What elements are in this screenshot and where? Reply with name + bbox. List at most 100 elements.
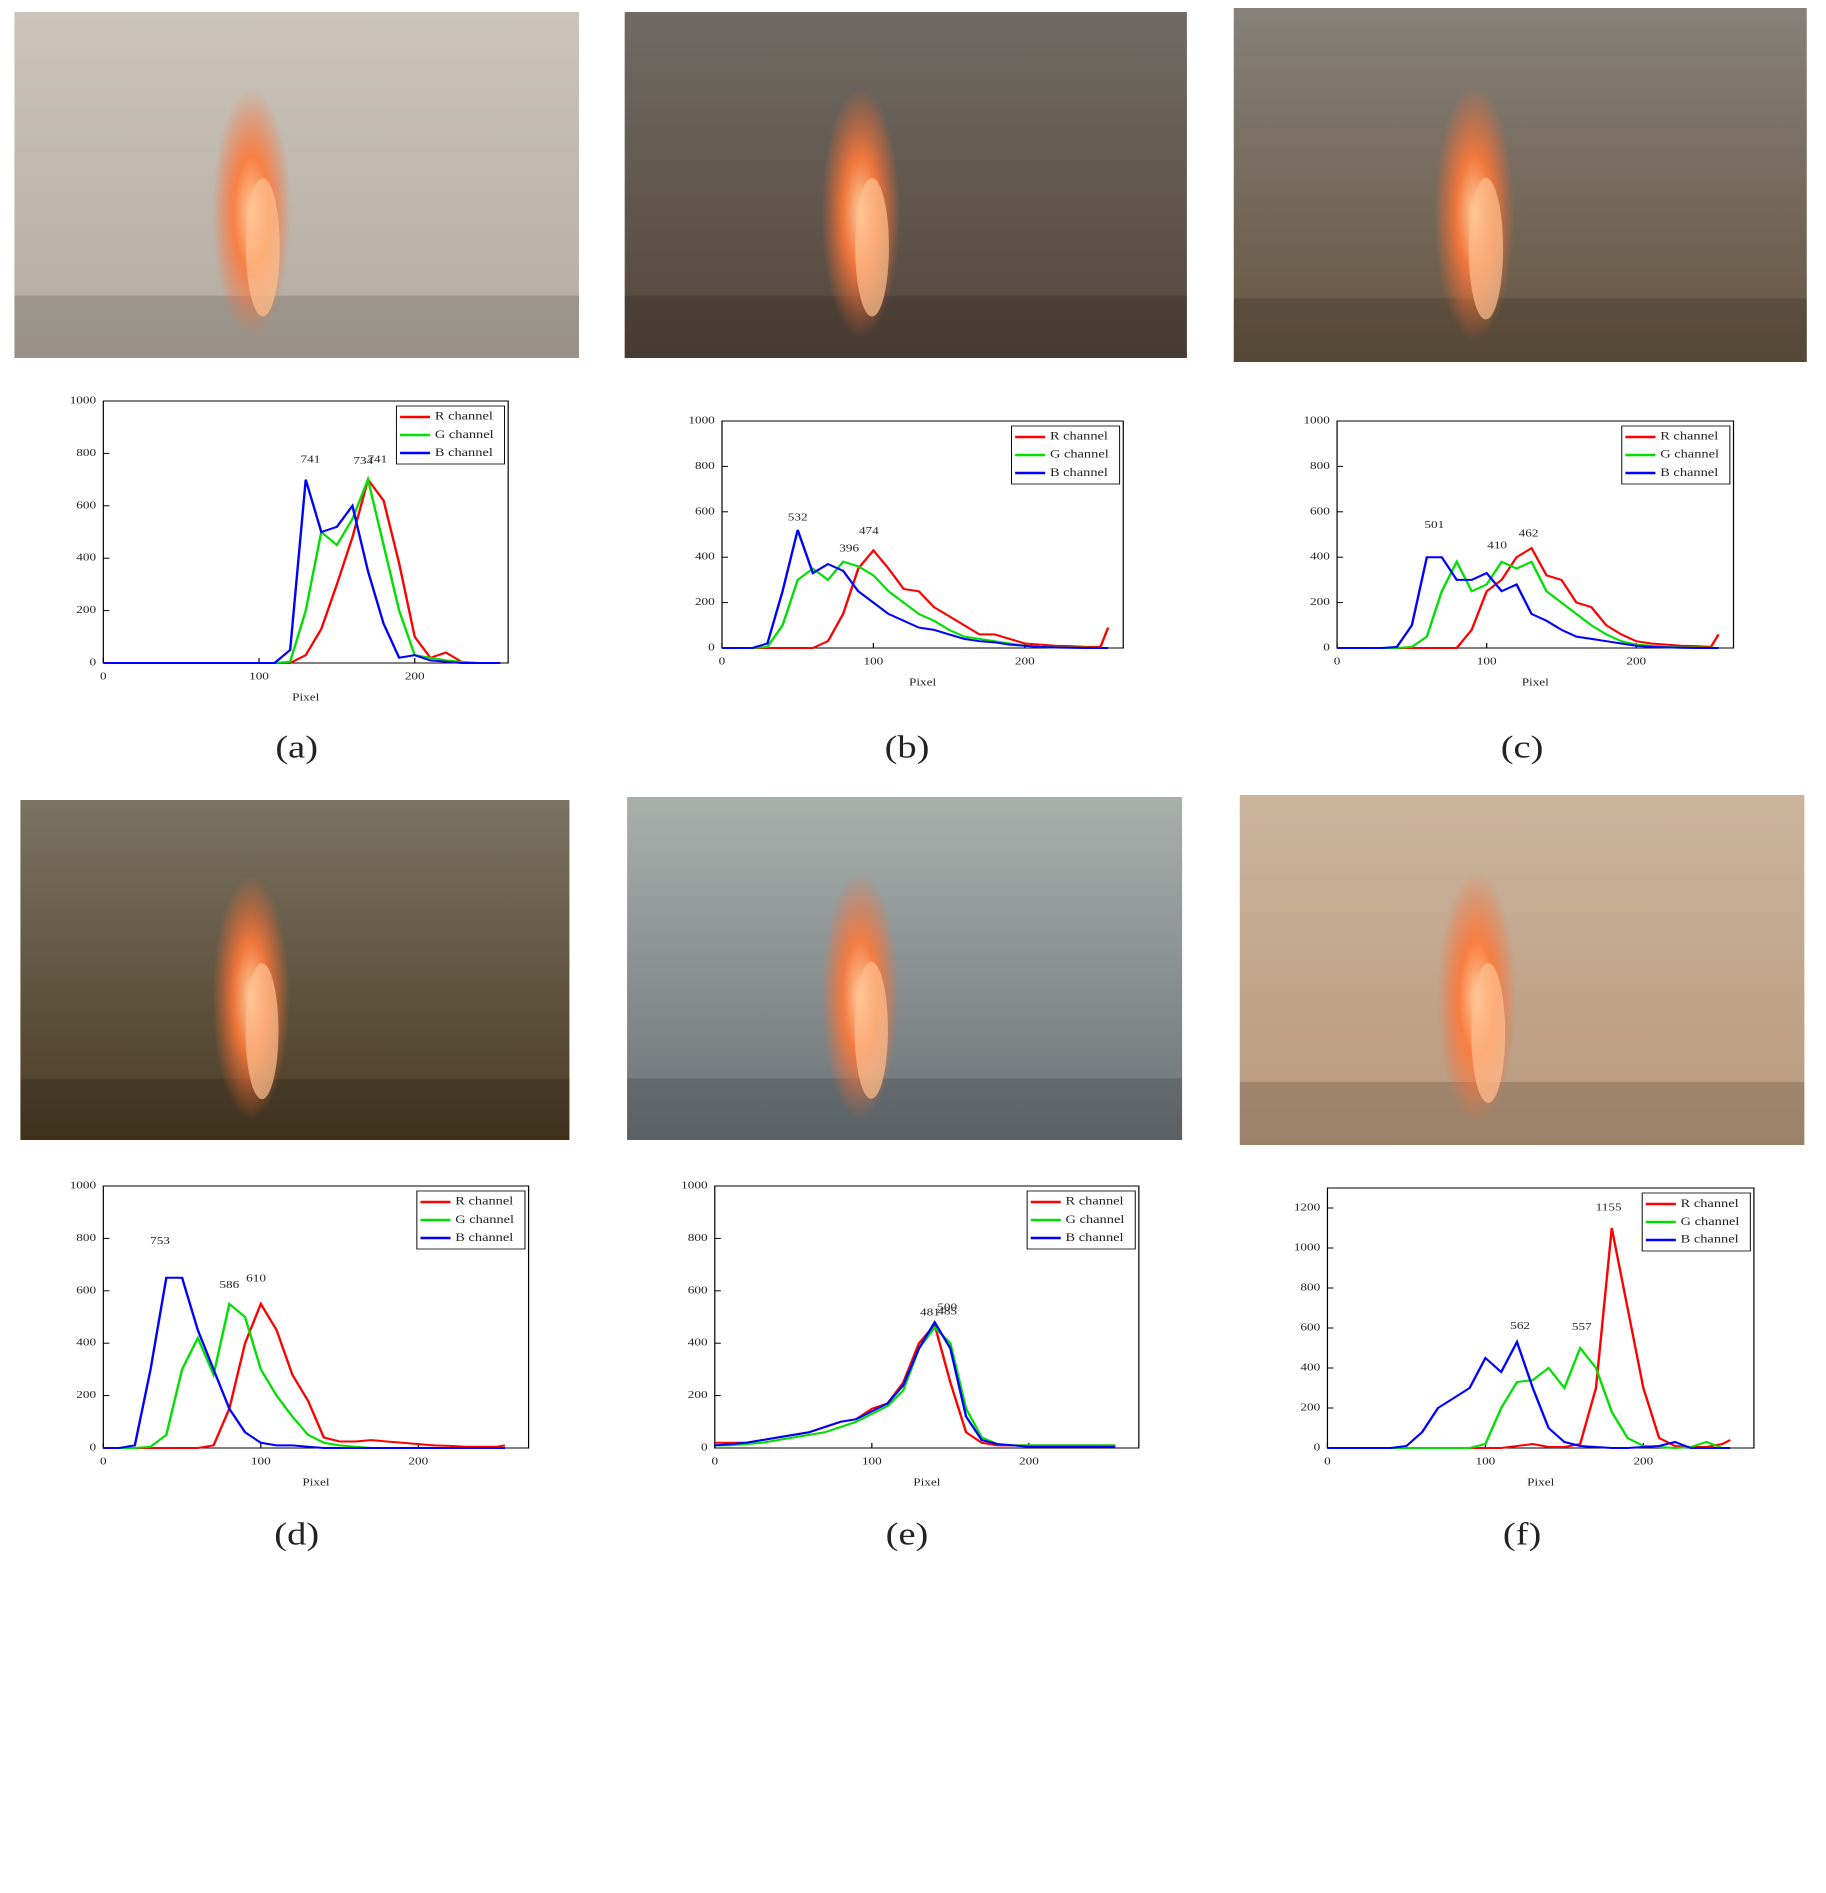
x-tick-label: 100	[862, 1455, 882, 1468]
flame-core	[245, 178, 280, 317]
x-tick-label: 100	[1477, 655, 1497, 668]
legend-label: G channel	[1066, 1212, 1125, 1226]
x-tick-label: 200	[1015, 655, 1035, 668]
y-tick-label: 600	[1310, 504, 1330, 517]
peak-label: 734	[353, 454, 373, 467]
x-tick-label: 0	[1334, 655, 1341, 668]
y-tick-label: 800	[1310, 459, 1330, 472]
legend-label: B channel	[1681, 1232, 1739, 1246]
y-tick-label: 200	[1300, 1401, 1320, 1414]
channel-line	[721, 529, 1109, 649]
photo-shadow	[624, 295, 1187, 358]
x-tick-label: 200	[1019, 1455, 1039, 1468]
y-tick-label: 1000	[681, 1179, 707, 1192]
y-tick-label: 1000	[1303, 414, 1329, 427]
y-tick-label: 400	[76, 1336, 96, 1349]
x-tick-label: 100	[251, 1455, 271, 1468]
x-tick-label: 200	[1626, 655, 1646, 668]
channel-line	[103, 1276, 505, 1449]
peak-label: 481	[920, 1306, 940, 1319]
peak-label: 562	[1510, 1319, 1530, 1332]
flame-core	[1471, 963, 1506, 1103]
photo-shadow	[14, 295, 580, 358]
photo	[627, 797, 1183, 1140]
peak-label: 485	[937, 1304, 957, 1317]
caption: (f)	[1503, 1515, 1541, 1551]
caption: (c)	[1501, 728, 1544, 764]
y-tick-label: 0	[701, 1441, 708, 1454]
caption: (d)	[274, 1515, 319, 1551]
y-tick-label: 800	[688, 1231, 708, 1244]
peak-label: 396	[839, 542, 859, 555]
photo-shadow	[627, 1078, 1183, 1140]
x-tick-label: 100	[249, 670, 269, 683]
x-tick-label: 200	[408, 1455, 428, 1468]
photo	[1233, 8, 1807, 362]
legend-label: G channel	[435, 427, 494, 441]
x-axis-label: Pixel	[1522, 676, 1550, 689]
x-tick-label: 0	[719, 655, 726, 668]
peak-label: 586	[219, 1278, 239, 1291]
peak-label: 610	[246, 1272, 266, 1285]
x-axis-label: Pixel	[909, 676, 937, 689]
y-tick-label: 0	[1314, 1441, 1321, 1454]
flame-core	[1468, 177, 1504, 320]
photo	[1239, 795, 1805, 1145]
peak-label: 410	[1487, 538, 1507, 551]
channel-line	[1327, 1339, 1731, 1449]
legend-label: B channel	[1066, 1230, 1124, 1244]
legend-label: G channel	[1660, 447, 1719, 461]
legend-label: R channel	[1066, 1194, 1124, 1208]
photo	[624, 12, 1187, 358]
y-tick-label: 600	[76, 498, 96, 511]
y-tick-label: 0	[708, 641, 715, 654]
y-tick-label: 1000	[1294, 1241, 1320, 1254]
legend-label: R channel	[435, 409, 493, 423]
photo-shadow	[20, 1078, 570, 1140]
y-tick-label: 200	[76, 603, 96, 616]
caption: (a)	[275, 728, 318, 764]
channel-line	[721, 548, 1110, 649]
y-tick-label: 400	[695, 550, 715, 563]
y-tick-label: 200	[688, 1388, 708, 1401]
legend-label: R channel	[1681, 1196, 1739, 1210]
legend-label: R channel	[1660, 429, 1718, 443]
x-axis-label: Pixel	[913, 1476, 941, 1489]
y-tick-label: 1000	[688, 414, 714, 427]
photo	[20, 800, 570, 1140]
y-tick-label: 800	[76, 1231, 96, 1244]
y-tick-label: 200	[76, 1388, 96, 1401]
y-tick-label: 400	[1310, 550, 1330, 563]
legend-label: G channel	[1681, 1214, 1740, 1228]
y-tick-label: 0	[89, 656, 96, 669]
peak-label: 462	[1519, 527, 1539, 540]
y-tick-label: 200	[1310, 595, 1330, 608]
peak-label: 501	[1424, 518, 1444, 531]
flame-core	[854, 961, 888, 1099]
y-tick-label: 400	[76, 551, 96, 564]
x-tick-label: 100	[1476, 1455, 1496, 1468]
peak-label: 532	[788, 511, 808, 524]
photo-shadow	[1233, 298, 1807, 362]
caption: (e)	[886, 1515, 929, 1551]
x-axis-label: Pixel	[1527, 1476, 1555, 1489]
x-tick-label: 0	[100, 670, 107, 683]
x-tick-label: 0	[1324, 1455, 1331, 1468]
caption: (b)	[885, 728, 930, 764]
x-tick-label: 100	[864, 655, 884, 668]
x-tick-label: 200	[405, 670, 425, 683]
peak-label: 557	[1572, 1320, 1592, 1333]
x-tick-label: 200	[1633, 1455, 1653, 1468]
y-tick-label: 1000	[70, 1179, 96, 1192]
y-tick-label: 0	[1323, 641, 1330, 654]
photo-shadow	[1239, 1082, 1805, 1145]
y-tick-label: 600	[695, 504, 715, 517]
channel-line	[103, 479, 501, 664]
photo	[14, 12, 580, 358]
legend-label: B channel	[1660, 465, 1718, 479]
y-tick-label: 400	[1300, 1361, 1320, 1374]
y-tick-label: 1200	[1294, 1201, 1320, 1214]
y-tick-label: 600	[76, 1283, 96, 1296]
y-tick-label: 200	[695, 595, 715, 608]
y-tick-label: 0	[89, 1441, 96, 1454]
